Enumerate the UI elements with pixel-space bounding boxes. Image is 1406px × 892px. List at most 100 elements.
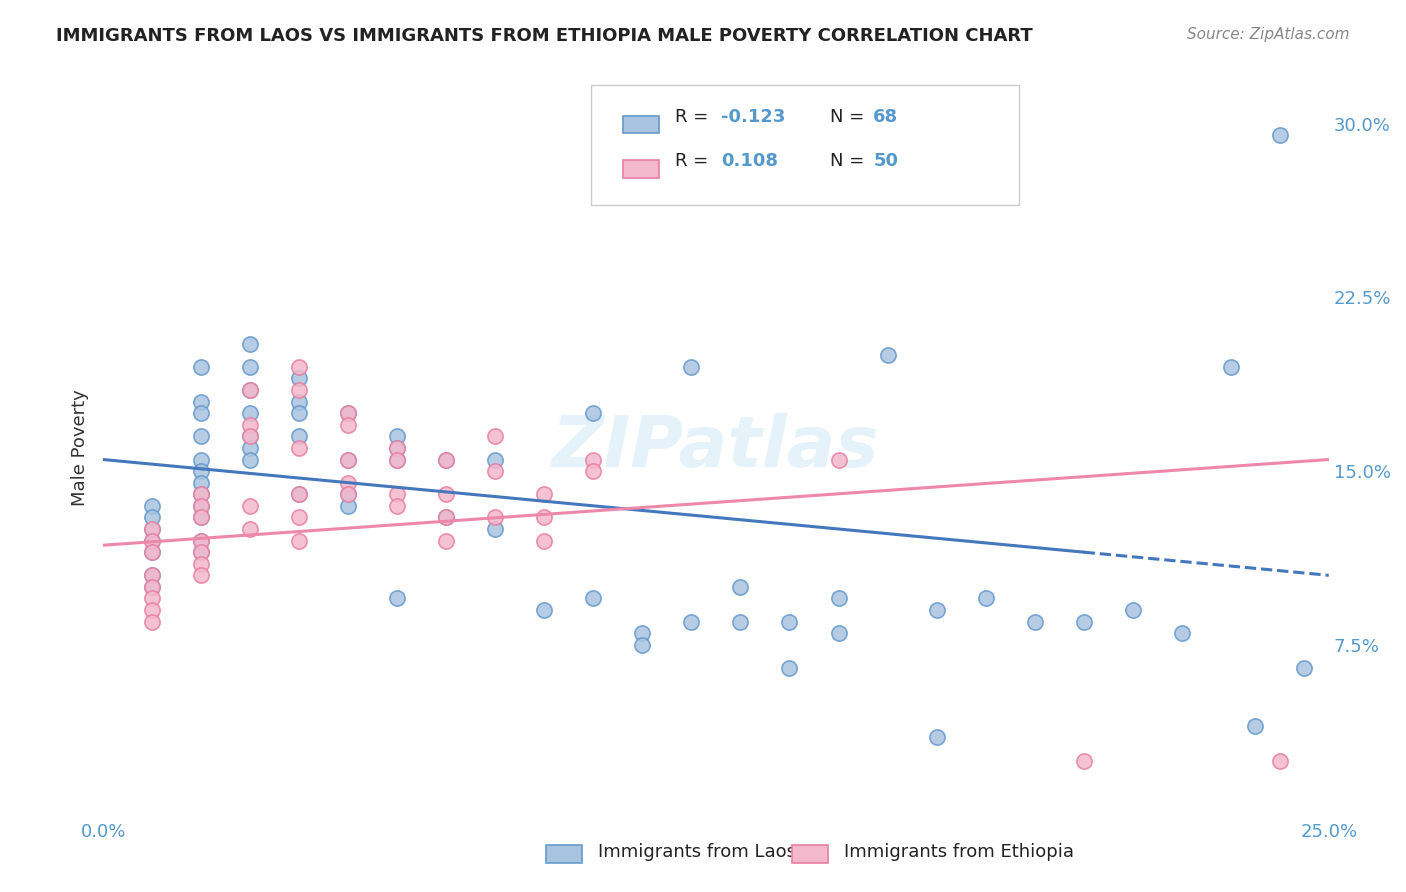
Y-axis label: Male Poverty: Male Poverty [72, 390, 89, 507]
Point [141, 499, 163, 513]
Point [239, 441, 262, 455]
Point [434, 487, 457, 501]
Text: 68: 68 [873, 108, 898, 126]
Point [239, 406, 262, 420]
Point [484, 452, 506, 467]
Point [387, 499, 409, 513]
Point [387, 452, 409, 467]
Point [337, 475, 360, 490]
Point [190, 545, 212, 559]
Point [1268, 754, 1291, 768]
Point [434, 452, 457, 467]
Point [337, 452, 360, 467]
Text: R =: R = [675, 108, 714, 126]
Point [434, 533, 457, 548]
Point [681, 615, 703, 629]
Point [288, 533, 311, 548]
Point [288, 510, 311, 524]
Point [631, 638, 654, 652]
Point [239, 383, 262, 397]
Point [288, 441, 311, 455]
Text: 50: 50 [873, 153, 898, 170]
Point [190, 568, 212, 582]
Point [533, 510, 555, 524]
Point [974, 591, 997, 606]
Point [190, 406, 212, 420]
Point [190, 533, 212, 548]
Point [533, 487, 555, 501]
Point [190, 429, 212, 443]
Point [141, 568, 163, 582]
Point [141, 545, 163, 559]
Point [631, 626, 654, 640]
Text: IMMIGRANTS FROM LAOS VS IMMIGRANTS FROM ETHIOPIA MALE POVERTY CORRELATION CHART: IMMIGRANTS FROM LAOS VS IMMIGRANTS FROM … [56, 27, 1033, 45]
Point [484, 522, 506, 536]
Point [141, 522, 163, 536]
Point [484, 464, 506, 478]
Point [533, 603, 555, 617]
Point [730, 615, 752, 629]
Text: 0.108: 0.108 [721, 153, 779, 170]
Point [434, 452, 457, 467]
Point [387, 591, 409, 606]
Point [337, 487, 360, 501]
Point [239, 499, 262, 513]
Point [190, 545, 212, 559]
Point [582, 452, 605, 467]
Text: N =: N = [830, 108, 869, 126]
Point [239, 429, 262, 443]
Point [337, 499, 360, 513]
Point [239, 383, 262, 397]
Point [190, 359, 212, 374]
Point [779, 661, 801, 675]
Point [141, 603, 163, 617]
Point [827, 591, 849, 606]
Point [925, 731, 948, 745]
Point [141, 580, 163, 594]
Point [1219, 359, 1241, 374]
Point [1244, 719, 1267, 733]
Text: Immigrants from Ethiopia: Immigrants from Ethiopia [844, 843, 1074, 861]
Point [239, 359, 262, 374]
Point [288, 359, 311, 374]
Point [484, 510, 506, 524]
Text: ZIPatlas: ZIPatlas [553, 414, 880, 483]
Point [190, 475, 212, 490]
Text: -0.123: -0.123 [721, 108, 786, 126]
Point [141, 591, 163, 606]
Point [387, 429, 409, 443]
Point [730, 580, 752, 594]
Point [190, 510, 212, 524]
Point [779, 615, 801, 629]
Point [141, 545, 163, 559]
Point [190, 452, 212, 467]
Point [387, 487, 409, 501]
Point [190, 499, 212, 513]
Point [387, 441, 409, 455]
Text: R =: R = [675, 153, 714, 170]
Point [1024, 615, 1046, 629]
Point [1073, 615, 1095, 629]
Point [141, 533, 163, 548]
Point [190, 464, 212, 478]
Point [239, 336, 262, 351]
Point [141, 615, 163, 629]
Text: Immigrants from Laos: Immigrants from Laos [598, 843, 796, 861]
Text: N =: N = [830, 153, 869, 170]
Point [434, 510, 457, 524]
Point [239, 429, 262, 443]
Point [288, 383, 311, 397]
Point [1268, 128, 1291, 143]
Point [190, 487, 212, 501]
Text: Source: ZipAtlas.com: Source: ZipAtlas.com [1187, 27, 1350, 42]
Point [387, 441, 409, 455]
Point [190, 394, 212, 409]
Point [337, 452, 360, 467]
Point [288, 487, 311, 501]
Point [190, 487, 212, 501]
Point [434, 510, 457, 524]
Point [876, 348, 898, 362]
Point [533, 533, 555, 548]
Point [190, 510, 212, 524]
Point [190, 533, 212, 548]
